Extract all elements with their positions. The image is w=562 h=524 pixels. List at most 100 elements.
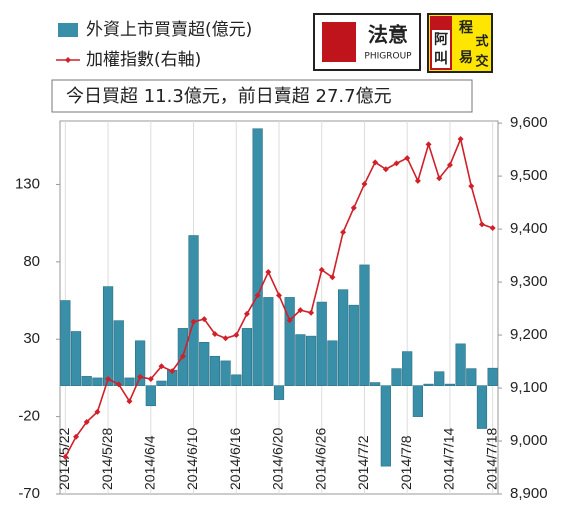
- logo-char: 式: [475, 34, 488, 50]
- marker: [169, 368, 176, 375]
- bar: [305, 335, 317, 386]
- logo-inner: [432, 30, 450, 68]
- bar: [102, 286, 114, 386]
- bar: [476, 385, 488, 429]
- y2-tick-label: 9,000: [510, 432, 548, 449]
- y2-tick-label: 9,600: [510, 114, 548, 131]
- marker: [126, 398, 133, 405]
- marker: [147, 376, 154, 383]
- marker: [372, 159, 379, 166]
- x-tick-label: 2014/6/4: [142, 435, 158, 490]
- y-tick-label: 30: [23, 330, 40, 347]
- x-tick-label: 2014/6/26: [312, 428, 328, 490]
- bar: [412, 385, 423, 417]
- marker: [105, 376, 112, 383]
- marker: [393, 160, 400, 167]
- x-tick-label: 2014/7/14: [441, 428, 457, 490]
- marker: [361, 181, 368, 188]
- marker: [414, 177, 421, 184]
- marker: [436, 175, 443, 182]
- logo-sub: PHIGROUP: [364, 52, 412, 62]
- y2-tick-label: 9,400: [510, 220, 548, 237]
- bar: [60, 300, 71, 386]
- marker: [190, 318, 197, 325]
- marker: [446, 161, 453, 168]
- y-tick-label: 130: [15, 175, 40, 192]
- bar: [188, 235, 199, 386]
- x-tick-label: 2014/5/22: [56, 428, 72, 490]
- marker: [404, 155, 411, 162]
- bar: [327, 340, 338, 386]
- marker: [297, 307, 304, 314]
- logo-icon: [322, 22, 356, 62]
- x-tick-label: 2014/6/16: [227, 428, 243, 490]
- bar: [455, 343, 466, 386]
- logo-ajiao: 阿 叫 程 式 易 交: [427, 13, 493, 73]
- marker: [73, 433, 80, 440]
- bar: [273, 385, 285, 400]
- y-tick-label: 80: [23, 253, 40, 270]
- marker: [329, 274, 336, 281]
- bar: [145, 385, 156, 407]
- x-tick-label: 2014/5/28: [99, 428, 115, 490]
- bar: [135, 340, 146, 386]
- marker: [137, 373, 144, 380]
- legend-swatch: [65, 57, 71, 63]
- logo-name: 法意: [368, 23, 408, 47]
- x-tick-label: 2014/6/10: [184, 428, 200, 490]
- bar: [487, 367, 498, 386]
- bar: [434, 371, 445, 386]
- marker: [276, 292, 282, 299]
- bar: [370, 382, 381, 386]
- marker: [158, 363, 165, 370]
- bar: [113, 320, 124, 386]
- y-tick-label: -70: [18, 485, 40, 502]
- bar: [391, 368, 402, 386]
- marker: [382, 166, 389, 173]
- y2-tick-label: 8,900: [510, 485, 548, 502]
- note: 今日買超 11.3億元，前日賣超 27.7億元: [66, 86, 392, 107]
- logo-char: 程: [459, 20, 473, 36]
- bar: [124, 377, 135, 386]
- marker: [201, 316, 208, 323]
- bar: [92, 377, 103, 386]
- bar: [444, 383, 456, 386]
- bar: [70, 331, 82, 386]
- x-tick-label: 2014/7/2: [355, 435, 371, 490]
- marker: [350, 204, 357, 211]
- marker: [222, 335, 229, 342]
- legend-label: 加權指數(右軸): [86, 50, 201, 70]
- marker: [115, 381, 122, 388]
- y-tick-label: -20: [18, 408, 40, 425]
- bar: [402, 351, 413, 386]
- bar: [316, 301, 327, 386]
- marker: [308, 309, 315, 316]
- marker: [318, 266, 325, 273]
- bar: [252, 128, 263, 386]
- marker: [478, 221, 485, 228]
- y2-tick-label: 9,100: [510, 379, 548, 396]
- bar: [241, 328, 253, 386]
- logo-phigroup: 法意 PHIGROUP: [313, 13, 421, 71]
- note-box: [51, 79, 473, 113]
- marker: [457, 136, 464, 143]
- bar: [156, 380, 167, 386]
- legend-swatch: [58, 23, 78, 37]
- bar: [263, 297, 274, 386]
- marker: [94, 408, 101, 415]
- x-tick-label: 2014/6/20: [270, 428, 286, 490]
- marker: [468, 183, 475, 190]
- marker: [62, 453, 69, 460]
- bar: [380, 385, 391, 467]
- marker: [254, 292, 261, 299]
- bar: [199, 342, 210, 386]
- bar: [466, 368, 477, 386]
- marker: [286, 317, 293, 324]
- bar: [295, 334, 306, 386]
- marker: [211, 330, 218, 337]
- bar: [231, 374, 242, 386]
- y2-tick-label: 9,200: [510, 326, 548, 343]
- bar: [337, 289, 349, 386]
- x-tick-label: 2014/7/18: [483, 428, 499, 490]
